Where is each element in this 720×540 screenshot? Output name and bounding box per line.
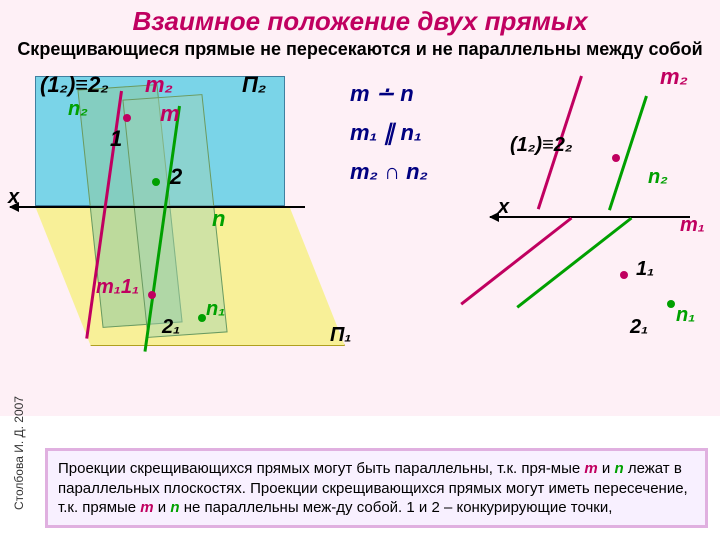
label-m-left: m bbox=[160, 101, 180, 127]
footer-note: Проекции скрещивающихся прямых могут быт… bbox=[45, 448, 708, 528]
author-credit: Столбова И. Д. 2007 bbox=[12, 396, 26, 510]
point-2 bbox=[152, 178, 160, 186]
x-axis-left bbox=[10, 206, 305, 208]
label-n2-right: n₂ bbox=[648, 166, 668, 189]
point-n1 bbox=[198, 314, 206, 322]
label-x-right: x bbox=[498, 196, 509, 219]
relation-parallel: m₁ ∥ n₁ bbox=[350, 115, 500, 150]
label-11-right: 1₁ bbox=[636, 258, 654, 281]
label-n-left: n bbox=[212, 206, 225, 232]
label-n2-left: n₂ bbox=[68, 98, 88, 121]
relations-block: m ∸ n m₁ ∥ n₁ m₂ ∩ n₂ bbox=[350, 76, 500, 194]
point-11-right bbox=[620, 271, 628, 279]
label-x-left: x bbox=[8, 186, 19, 209]
label-m1-11-left: m₁1₁ bbox=[96, 276, 139, 299]
label-1-left: 1 bbox=[110, 126, 122, 152]
label-2-left: 2 bbox=[170, 164, 182, 190]
label-m1-right: m₁ bbox=[680, 214, 705, 237]
page-subtitle: Скрещивающиеся прямые не пересекаются и … bbox=[10, 39, 710, 60]
point-1 bbox=[123, 114, 131, 122]
line-n1-right bbox=[516, 217, 632, 309]
footer-text-2: и bbox=[598, 460, 615, 477]
label-m2-left: m₂ bbox=[145, 72, 173, 98]
footer-m-2: m bbox=[140, 499, 153, 516]
point-12-22-right bbox=[612, 154, 620, 162]
label-pi2-left: П₂ bbox=[242, 72, 266, 98]
line-n2-right bbox=[608, 96, 648, 211]
header: Взаимное положение двух прямых Скрещиваю… bbox=[0, 0, 720, 66]
footer-n-1: n bbox=[614, 460, 623, 477]
label-coincidence-right: (1₂)≡2₂ bbox=[510, 134, 573, 157]
point-m1 bbox=[148, 291, 156, 299]
footer-text-1: Проекции скрещивающихся прямых могут быт… bbox=[58, 460, 584, 477]
point-21-right bbox=[667, 300, 675, 308]
left-diagram: (1₂)≡2₂ n₂ m₂ m 1 2 П₂ n x m₁1₁ 2₁ n₁ П₁ bbox=[10, 66, 350, 406]
relation-skew: m ∸ n bbox=[350, 76, 500, 111]
page-title: Взаимное положение двух прямых bbox=[10, 6, 710, 37]
relation-intersect: m₂ ∩ n₂ bbox=[350, 154, 500, 189]
main-diagram-area: (1₂)≡2₂ n₂ m₂ m 1 2 П₂ n x m₁1₁ 2₁ n₁ П₁… bbox=[0, 66, 720, 416]
right-diagram: m₂ (1₂)≡2₂ n₂ x m₁ 1₁ 2₁ n₁ bbox=[490, 66, 700, 386]
label-21-left: 2₁ bbox=[162, 316, 180, 339]
footer-text-5: не параллельны меж-ду собой. 1 и 2 – кон… bbox=[180, 499, 613, 516]
line-m1-right bbox=[460, 217, 572, 306]
footer-m-1: m bbox=[584, 460, 597, 477]
label-n1-left: n₁ bbox=[206, 298, 225, 321]
label-21-right: 2₁ bbox=[630, 316, 648, 339]
label-pi1-left: П₁ bbox=[330, 324, 351, 347]
footer-n-2: n bbox=[170, 499, 179, 516]
label-m2-right: m₂ bbox=[660, 64, 688, 90]
label-n1-right: n₁ bbox=[676, 304, 695, 327]
x-axis-right bbox=[490, 216, 690, 218]
label-coincidence-left: (1₂)≡2₂ bbox=[40, 72, 109, 98]
footer-text-4: и bbox=[154, 499, 171, 516]
